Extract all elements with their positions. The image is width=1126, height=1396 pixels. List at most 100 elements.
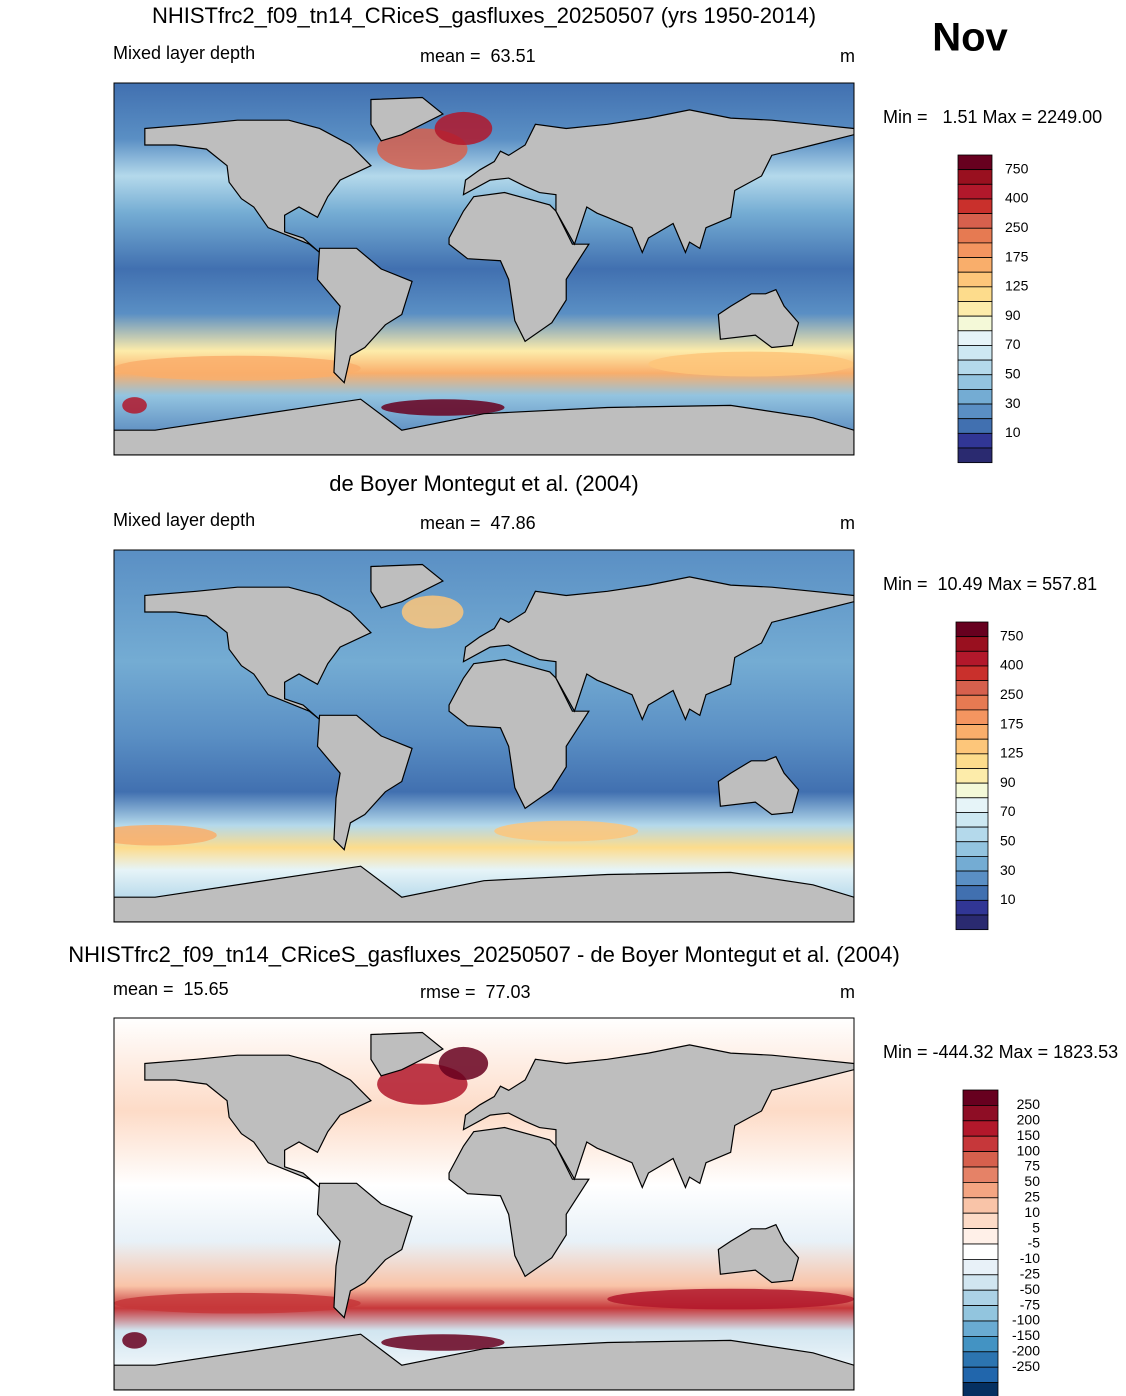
field-feature <box>122 1332 147 1349</box>
field-feature <box>114 824 217 846</box>
panel-range: Min = 1.51 Max = 2249.00 <box>883 107 1102 127</box>
colorbar-label: 5 <box>1032 1219 1040 1235</box>
panel-units: m <box>840 46 855 66</box>
colorbar-swatch <box>955 753 989 769</box>
colorbar-label: 250 <box>1017 1096 1041 1112</box>
field-feature <box>607 1288 854 1310</box>
map-frame <box>113 1017 855 1391</box>
land <box>114 398 854 455</box>
colorbar-swatch <box>955 738 989 755</box>
panel-title: NHISTfrc2_f09_tn14_CRiceS_gasfluxes_2025… <box>152 3 816 28</box>
colorbar-swatch <box>957 242 993 258</box>
colorbar-label: 150 <box>1017 1127 1041 1143</box>
colorbar-swatch <box>955 724 989 740</box>
land <box>448 1126 590 1278</box>
colorbar-label: 90 <box>1000 774 1016 790</box>
land <box>462 576 854 722</box>
colorbar-swatch <box>962 1120 999 1137</box>
land <box>114 1333 854 1390</box>
colorbar-swatch <box>957 271 993 288</box>
land <box>462 109 854 255</box>
colorbar-swatch <box>957 154 993 171</box>
colorbar-swatch <box>955 709 989 725</box>
colorbar-swatch <box>962 1274 999 1291</box>
colorbar-swatch <box>962 1289 999 1306</box>
colorbar-swatch <box>955 768 989 784</box>
field-feature <box>648 351 854 377</box>
panel-left-label: Mixed layer depth <box>113 43 255 63</box>
land <box>370 1031 444 1077</box>
field-feature <box>494 820 639 842</box>
field-feature <box>114 1292 361 1314</box>
colorbar-swatch <box>955 650 989 667</box>
colorbar-swatch <box>955 694 989 711</box>
colorbar-label: -75 <box>1020 1296 1040 1312</box>
colorbar-swatch <box>957 213 993 229</box>
colorbar-label: 750 <box>1005 160 1029 176</box>
panel-title: de Boyer Montegut et al. (2004) <box>329 471 638 496</box>
colorbar-swatch <box>962 1382 999 1396</box>
field-feature <box>114 355 361 381</box>
colorbar-swatch <box>955 797 989 813</box>
panel-center-label: mean = 63.51 <box>420 46 536 66</box>
colorbar-label: 750 <box>1000 627 1024 643</box>
colorbar-swatch <box>957 198 993 214</box>
land <box>144 586 372 720</box>
colorbar-label: -100 <box>1012 1312 1040 1328</box>
colorbar-label: -150 <box>1012 1327 1040 1343</box>
colorbar-swatch <box>955 665 989 682</box>
colorbar-label: 250 <box>1000 686 1024 702</box>
colorbar-swatch <box>955 812 989 828</box>
land <box>448 191 590 343</box>
colorbar-swatch <box>955 914 989 931</box>
map <box>114 83 854 455</box>
colorbar-swatch <box>957 403 993 420</box>
colorbar-label: 25 <box>1024 1189 1040 1205</box>
colorbar-label: 125 <box>1005 278 1029 294</box>
land <box>370 96 444 142</box>
colorbar-label: 10 <box>1024 1204 1040 1220</box>
map-frame <box>113 82 855 456</box>
colorbar-label: 30 <box>1005 395 1021 411</box>
colorbar-label: 70 <box>1005 336 1021 352</box>
land <box>144 119 372 253</box>
colorbar-label: 125 <box>1000 745 1024 761</box>
colorbar-swatch <box>962 1228 999 1245</box>
colorbar-swatch <box>957 447 993 464</box>
colorbar-label: 10 <box>1005 424 1021 440</box>
colorbar-swatch <box>955 885 989 901</box>
colorbar-swatch <box>962 1320 999 1337</box>
colorbar-swatch <box>957 286 993 302</box>
field-feature <box>401 595 464 629</box>
colorbar-swatch <box>957 345 993 361</box>
colorbar-label: -5 <box>1028 1235 1041 1251</box>
colorbar-label: 90 <box>1005 307 1021 323</box>
panel-range: Min = -444.32 Max = 1823.53 <box>883 1042 1118 1062</box>
colorbar-label: 200 <box>1017 1112 1041 1128</box>
month-label: Nov <box>932 16 1008 60</box>
field-feature <box>381 1334 505 1351</box>
colorbar-swatch <box>955 621 989 638</box>
colorbar-label: 50 <box>1005 365 1021 381</box>
colorbar-label: 400 <box>1005 190 1029 206</box>
colorbar-swatch <box>962 1243 999 1260</box>
land <box>316 714 413 851</box>
colorbar-label: 30 <box>1000 862 1016 878</box>
colorbar-swatch <box>957 418 993 434</box>
panel-left-label: Mixed layer depth <box>113 510 255 530</box>
colorbar-label: 70 <box>1000 803 1016 819</box>
colorbar-swatch <box>955 826 989 843</box>
land <box>717 755 800 816</box>
colorbar-swatch <box>962 1351 999 1368</box>
colorbar-swatch <box>957 330 993 346</box>
colorbar-swatch <box>957 359 993 376</box>
colorbar-swatch <box>955 782 989 799</box>
colorbar-swatch <box>957 388 993 405</box>
colorbar-swatch <box>957 169 993 185</box>
colorbar-swatch <box>957 183 993 200</box>
land <box>114 865 854 922</box>
colorbar-swatch <box>955 841 989 857</box>
map <box>114 550 854 922</box>
panel-range: Min = 10.49 Max = 557.81 <box>883 574 1097 594</box>
